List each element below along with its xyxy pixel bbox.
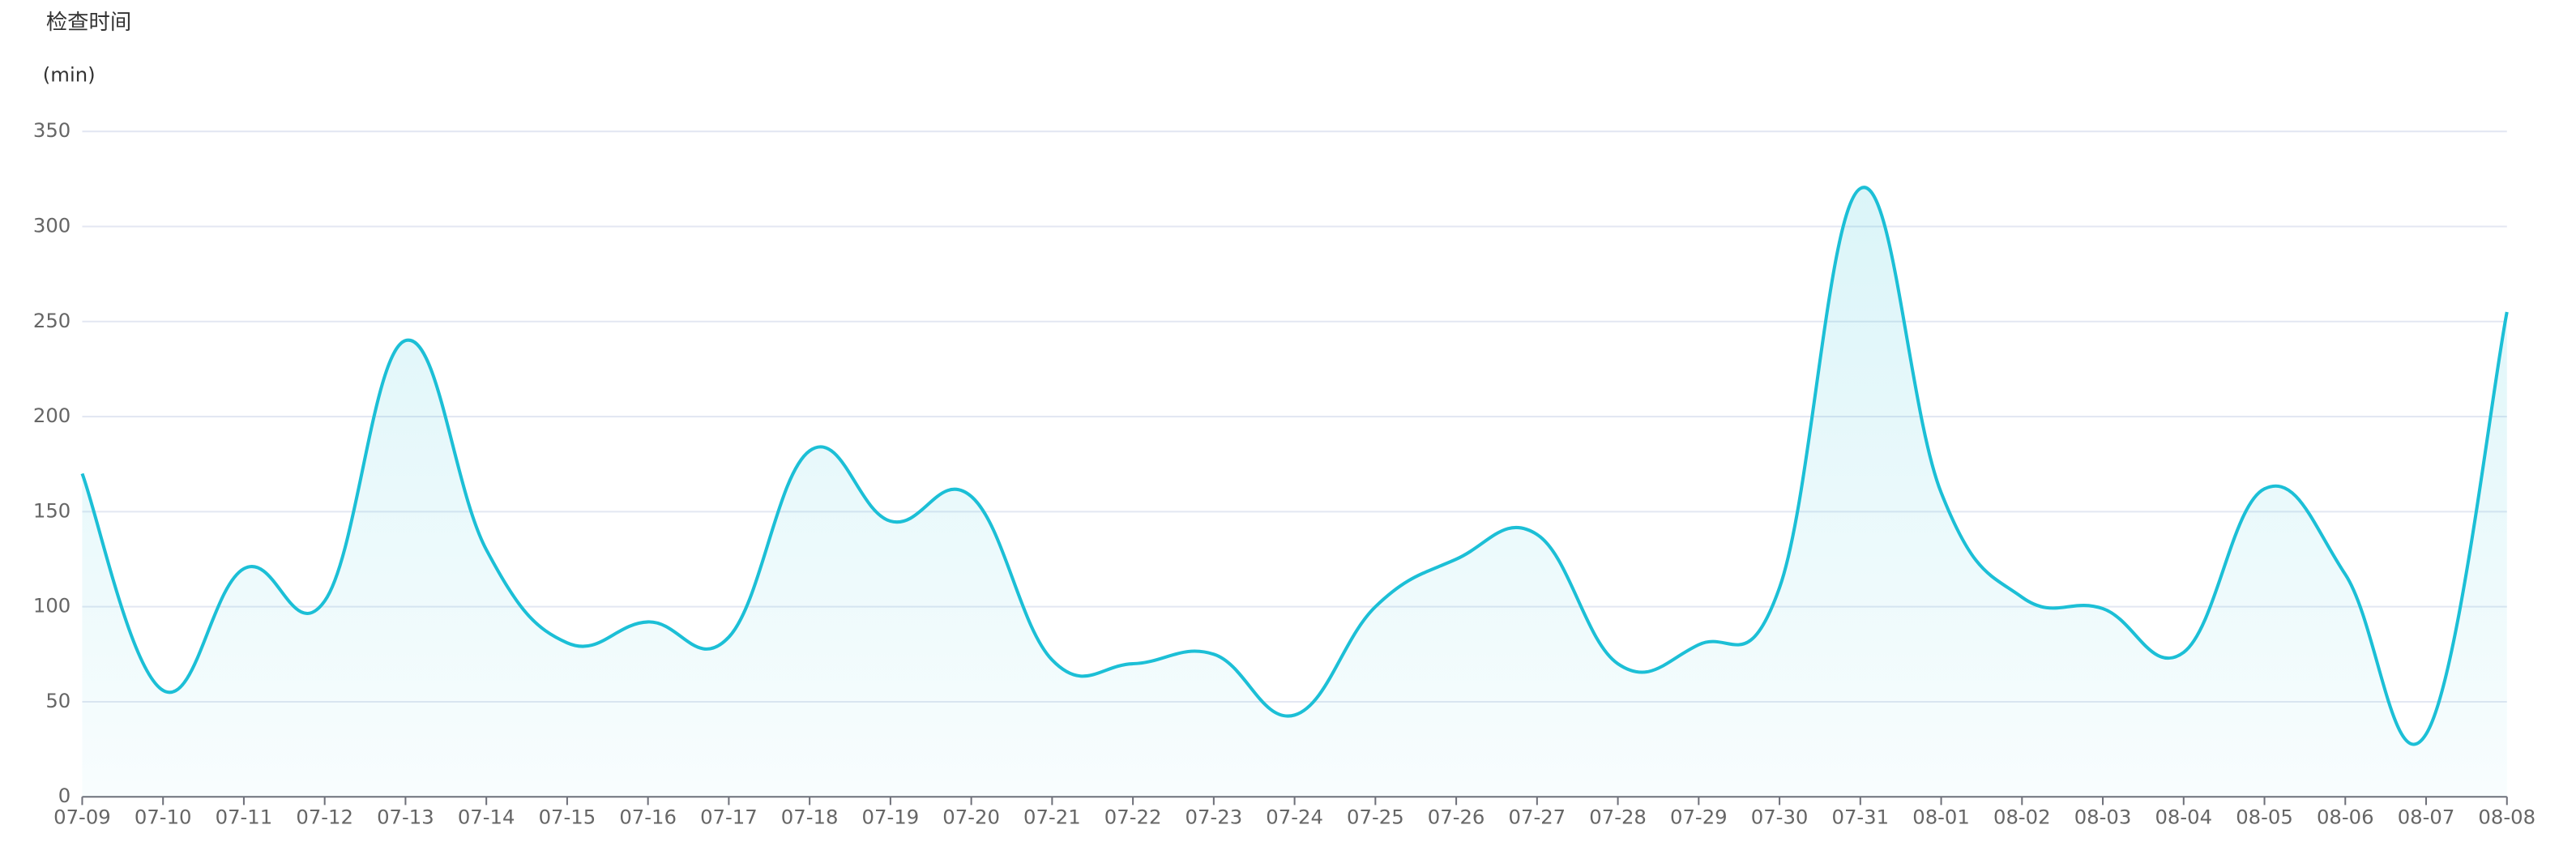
x-tick-label: 07-20 (942, 806, 1000, 829)
y-tick-label: 350 (33, 118, 70, 142)
y-axis-label: (min) (43, 62, 96, 86)
x-tick-label: 07-12 (296, 806, 353, 829)
x-tick-label: 07-10 (135, 806, 192, 829)
x-tick-label: 07-22 (1104, 806, 1162, 829)
y-tick-label: 50 (45, 689, 70, 712)
line (80, 186, 2509, 746)
x-tick-label: 07-28 (1589, 806, 1647, 829)
y-tick-label: 300 (33, 213, 70, 237)
x-tick-label: 07-27 (1509, 806, 1566, 829)
x-tick-label: 07-31 (1831, 806, 1889, 829)
x-tick-label: 07-25 (1347, 806, 1404, 829)
area (82, 187, 2507, 797)
x-tick-label: 08-04 (2155, 806, 2212, 829)
x-tick-label: 08-06 (2317, 806, 2374, 829)
y-tick-label: 250 (33, 309, 70, 332)
x-tick-label: 07-16 (619, 806, 677, 829)
x-tick-label: 07-30 (1751, 806, 1809, 829)
x-tick-label: 08-07 (2398, 806, 2455, 829)
x-tick-label: 07-15 (539, 806, 596, 829)
x-tick-label: 07-19 (862, 806, 920, 829)
x-tick-label: 07-14 (458, 806, 515, 829)
x-tick-label: 07-23 (1185, 806, 1243, 829)
x-tick-label: 07-18 (781, 806, 839, 829)
x-tick-label: 07-11 (216, 806, 273, 829)
y-tick-label: 150 (33, 498, 70, 522)
x-tick-label: 08-08 (2478, 806, 2535, 829)
y-tick-label: 200 (33, 404, 70, 427)
x-tick-label: 07-24 (1266, 806, 1323, 829)
y-tick-label: 0 (58, 784, 70, 807)
y-tick-label: 100 (33, 594, 70, 618)
x-tick-label: 08-03 (2074, 806, 2132, 829)
x-tick-label: 07-17 (700, 806, 758, 829)
chart-title: 检查时间 (46, 11, 131, 35)
x-tick-label: 08-02 (1993, 806, 2051, 829)
x-tick-label: 08-01 (1912, 806, 1970, 829)
x-tick-label: 07-21 (1023, 806, 1081, 829)
x-tick-label: 07-26 (1428, 806, 1485, 829)
x-tick-label: 08-05 (2236, 806, 2293, 829)
x-tick-label: 07-13 (377, 806, 434, 829)
x-tick-label: 07-29 (1670, 806, 1728, 829)
x-tick-label: 07-09 (53, 806, 111, 829)
